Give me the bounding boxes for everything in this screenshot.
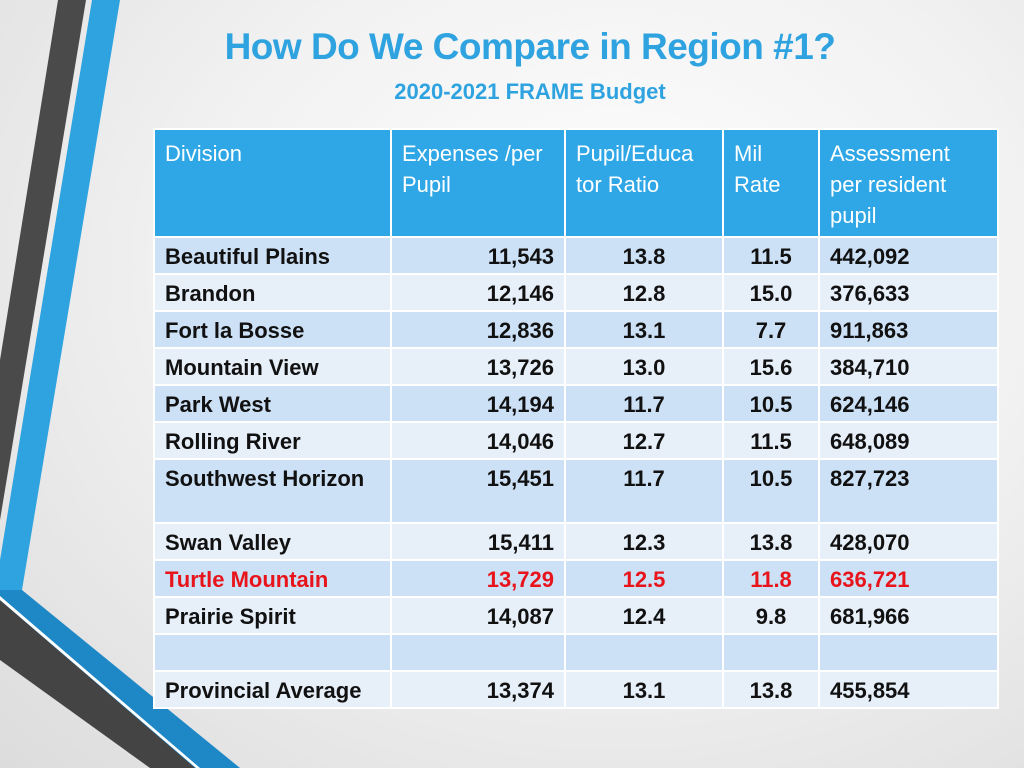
white-line (0, 596, 200, 768)
cell-division: Prairie Spirit (153, 596, 392, 635)
cell-ratio: 13.1 (564, 310, 724, 349)
cell-assessment (818, 633, 999, 672)
cell-mil: 10.5 (722, 458, 820, 524)
cell-expenses: 13,726 (390, 347, 566, 386)
table-row: Fort la Bosse 12,836 13.1 7.7 911,863 (153, 310, 999, 349)
cell-division: Beautiful Plains (153, 236, 392, 275)
cell-assessment: 648,089 (818, 421, 999, 460)
cell-assessment: 681,966 (818, 596, 999, 635)
cell-division: Brandon (153, 273, 392, 312)
cell-ratio: 13.0 (564, 347, 724, 386)
cell-mil: 10.5 (722, 384, 820, 423)
blue-bottom-band (0, 590, 240, 768)
table-row: Turtle Mountain 13,729 12.5 11.8 636,721 (153, 559, 999, 598)
cell-ratio: 13.1 (564, 670, 724, 709)
table-row: Swan Valley 15,411 12.3 13.8 428,070 (153, 522, 999, 561)
cell-ratio: 12.5 (564, 559, 724, 598)
cell-division: Park West (153, 384, 392, 423)
table-row: Beautiful Plains 11,543 13.8 11.5 442,092 (153, 236, 999, 275)
cell-assessment: 911,863 (818, 310, 999, 349)
cell-mil: 15.0 (722, 273, 820, 312)
cell-division: Mountain View (153, 347, 392, 386)
table-row (153, 633, 999, 672)
cell-division: Rolling River (153, 421, 392, 460)
cell-assessment: 827,723 (818, 458, 999, 524)
cell-mil: 11.5 (722, 421, 820, 460)
cell-expenses: 13,374 (390, 670, 566, 709)
blue-stripe (0, 0, 120, 590)
cell-expenses (390, 633, 566, 672)
cell-ratio: 12.8 (564, 273, 724, 312)
table-row: Rolling River 14,046 12.7 11.5 648,089 (153, 421, 999, 460)
cell-expenses: 11,543 (390, 236, 566, 275)
cell-ratio: 11.7 (564, 458, 724, 524)
cell-assessment: 455,854 (818, 670, 999, 709)
cell-expenses: 14,087 (390, 596, 566, 635)
cell-ratio: 12.4 (564, 596, 724, 635)
cell-assessment: 636,721 (818, 559, 999, 598)
cell-expenses: 15,411 (390, 522, 566, 561)
cell-assessment: 624,146 (818, 384, 999, 423)
cell-mil: 7.7 (722, 310, 820, 349)
table-row: Southwest Horizon 15,451 11.7 10.5 827,723 (153, 458, 999, 524)
cell-mil: 13.8 (722, 670, 820, 709)
cell-mil: 11.8 (722, 559, 820, 598)
cell-ratio: 12.7 (564, 421, 724, 460)
cell-division (153, 633, 392, 672)
comparison-table: Division Expenses /per Pupil Pupil/Educa… (153, 128, 999, 709)
slide-title: How Do We Compare in Region #1? (224, 26, 836, 67)
cell-division: Swan Valley (153, 522, 392, 561)
header-assessment: Assessment per resident pupil (818, 128, 999, 238)
cell-mil (722, 633, 820, 672)
table-row: Provincial Average 13,374 13.1 13.8 455,854 (153, 670, 999, 709)
cell-expenses: 14,046 (390, 421, 566, 460)
cell-ratio: 11.7 (564, 384, 724, 423)
cell-mil: 9.8 (722, 596, 820, 635)
cell-ratio (564, 633, 724, 672)
cell-mil: 15.6 (722, 347, 820, 386)
table-row: Park West 14,194 11.7 10.5 624,146 (153, 384, 999, 423)
cell-assessment: 384,710 (818, 347, 999, 386)
cell-assessment: 428,070 (818, 522, 999, 561)
cell-assessment: 442,092 (818, 236, 999, 275)
header-division: Division (153, 128, 392, 238)
cell-expenses: 12,146 (390, 273, 566, 312)
dark-bottom-band (0, 600, 195, 768)
cell-expenses: 15,451 (390, 458, 566, 524)
table-header-row: Division Expenses /per Pupil Pupil/Educa… (153, 128, 999, 238)
cell-division: Southwest Horizon (153, 458, 392, 524)
header-mil-rate: Mil Rate (722, 128, 820, 238)
header-expenses: Expenses /per Pupil (390, 128, 566, 238)
table-row: Brandon 12,146 12.8 15.0 376,633 (153, 273, 999, 312)
cell-expenses: 13,729 (390, 559, 566, 598)
cell-expenses: 14,194 (390, 384, 566, 423)
cell-assessment: 376,633 (818, 273, 999, 312)
cell-mil: 11.5 (722, 236, 820, 275)
dark-stripe (0, 0, 86, 520)
cell-division: Provincial Average (153, 670, 392, 709)
table-row: Mountain View 13,726 13.0 15.6 384,710 (153, 347, 999, 386)
cell-division: Turtle Mountain (153, 559, 392, 598)
header-ratio: Pupil/Educa tor Ratio (564, 128, 724, 238)
cell-ratio: 13.8 (564, 236, 724, 275)
slide-subtitle: 2020-2021 FRAME Budget (394, 79, 666, 104)
cell-mil: 13.8 (722, 522, 820, 561)
cell-expenses: 12,836 (390, 310, 566, 349)
cell-division: Fort la Bosse (153, 310, 392, 349)
table-row: Prairie Spirit 14,087 12.4 9.8 681,966 (153, 596, 999, 635)
cell-ratio: 12.3 (564, 522, 724, 561)
